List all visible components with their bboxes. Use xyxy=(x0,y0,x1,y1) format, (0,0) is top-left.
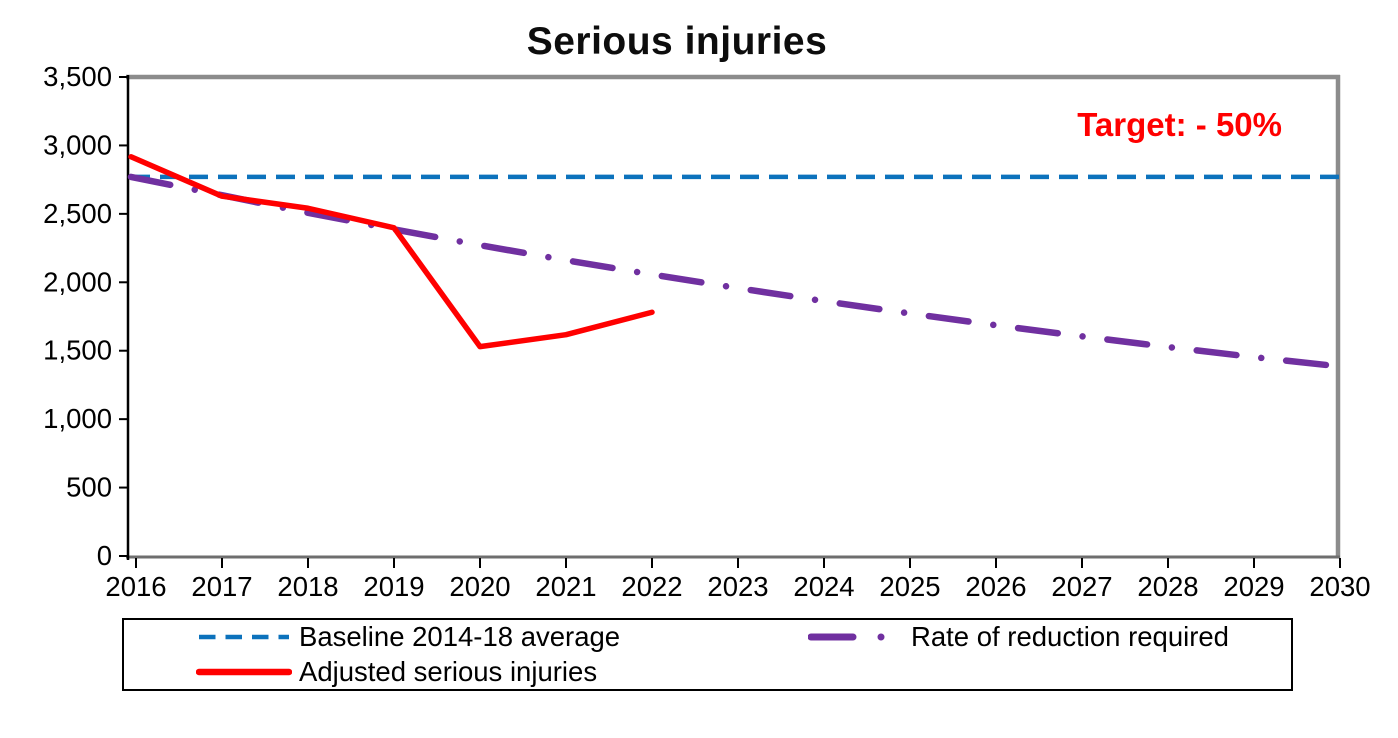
y-tick-label: 1,000 xyxy=(43,403,112,434)
x-tick-label: 2017 xyxy=(191,571,252,602)
adjusted-serious-injuries-line-swatch-icon xyxy=(196,668,292,676)
series-line-adjusted-serious-injuries xyxy=(128,154,655,350)
x-tick-label: 2022 xyxy=(621,571,682,602)
legend-label-required: Rate of reduction required xyxy=(911,621,1229,652)
series-line-rate-of-reduction-required xyxy=(127,173,1344,370)
x-tick-label: 2025 xyxy=(879,571,940,602)
x-tick-label: 2019 xyxy=(363,571,424,602)
x-tick-label: 2026 xyxy=(965,571,1026,602)
x-tick-label: 2027 xyxy=(1051,571,1112,602)
rate-of-reduction-line-swatch-icon xyxy=(808,633,904,641)
x-tick-label: 2028 xyxy=(1137,571,1198,602)
y-tick-label: 1,500 xyxy=(43,335,112,366)
y-tick-label: 3,000 xyxy=(43,129,112,160)
x-tick-label: 2020 xyxy=(449,571,510,602)
x-tick-label: 2021 xyxy=(535,571,596,602)
y-tick-label: 0 xyxy=(97,540,112,571)
legend-item-baseline: Baseline 2014-18 average xyxy=(196,621,808,653)
legend-item-required: Rate of reduction required xyxy=(808,621,1291,653)
chart-title: Serious injuries xyxy=(526,20,828,63)
x-tick-label: 2018 xyxy=(277,571,338,602)
x-tick-label: 2023 xyxy=(707,571,768,602)
legend-item-adjusted: Adjusted serious injuries xyxy=(196,656,808,688)
x-tick-label: 2030 xyxy=(1309,571,1370,602)
legend: Baseline 2014-18 average Rate of reducti… xyxy=(122,618,1293,691)
y-tick-label: 3,500 xyxy=(43,61,112,92)
x-tick-label: 2016 xyxy=(105,571,166,602)
y-tick-label: 2,000 xyxy=(43,266,112,297)
target-annotation: Target: - 50% xyxy=(1077,106,1282,143)
legend-label-baseline: Baseline 2014-18 average xyxy=(299,621,621,652)
y-tick-label: 2,500 xyxy=(43,198,112,229)
y-tick-label: 500 xyxy=(66,472,112,503)
baseline-line-swatch-icon xyxy=(199,634,289,640)
x-tick-label: 2024 xyxy=(793,571,854,602)
legend-label-adjusted: Adjusted serious injuries xyxy=(299,656,598,687)
x-tick-label: 2029 xyxy=(1223,571,1284,602)
